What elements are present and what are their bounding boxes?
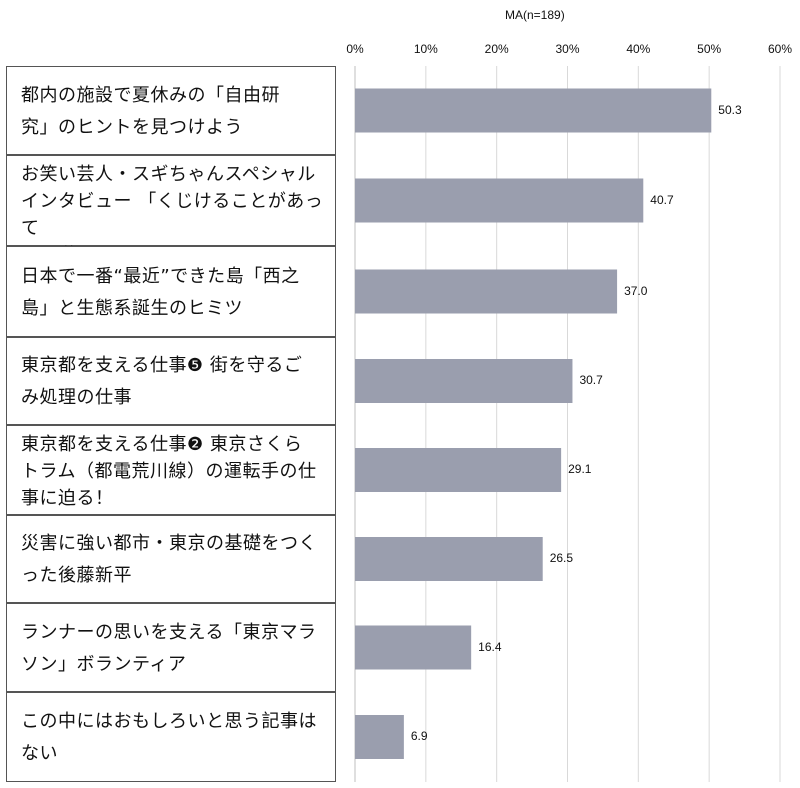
category-label-line: 東京都を支える仕事❺ 街を守るご — [21, 355, 303, 376]
category-label-line: ランナーの思いを支える「東京マラ — [21, 621, 317, 643]
category-label: 東京都を支える仕事❷ 東京さくら トラム（都電荒川線）の運転手の仕 事に迫る！ — [6, 425, 336, 515]
x-tick-label: 20% — [484, 42, 509, 56]
category-label-line: この中にはおもしろいと思う記事は — [21, 711, 317, 732]
category-label-line: 日本で一番“最近”できた島「西之 — [21, 265, 300, 287]
category-label-line: お笑い芸人・スギちゃんスペシャル — [21, 164, 316, 185]
x-tick-label: 50% — [697, 42, 722, 56]
category-label: 東京都を支える仕事❺ 街を守るご み処理の仕事 — [6, 337, 336, 425]
bar-value-label: 29.1 — [568, 462, 592, 476]
category-label-line: ない — [21, 743, 58, 764]
bar — [355, 448, 562, 492]
category-label-line: 事に迫る！ — [21, 487, 114, 509]
bar-value-label: 30.7 — [579, 373, 603, 387]
bar-value-label: 37.0 — [624, 283, 648, 298]
bar — [355, 178, 644, 223]
bar-value-label: 6.9 — [410, 729, 428, 743]
bar-value-label: 26.5 — [549, 551, 574, 565]
category-label: この中にはおもしろいと思う記事は ない — [6, 692, 336, 782]
category-label-line: 東京都を支える仕事❷ 東京さくら — [21, 433, 303, 455]
category-label-line: トラム（都電荒川線）の運転手の仕 — [21, 460, 317, 482]
x-tick-label: 40% — [626, 42, 651, 56]
bar — [355, 269, 618, 314]
bar — [355, 537, 543, 581]
category-label: ランナーの思いを支える「東京マラ ソン」ボランティア — [6, 603, 336, 692]
bar — [355, 625, 472, 670]
bar — [355, 359, 573, 403]
bar — [355, 715, 404, 759]
bar-value-label: 16.4 — [478, 639, 502, 654]
x-tick-label: 30% — [555, 42, 580, 56]
bar — [355, 88, 712, 133]
category-label-line: み処理の仕事 — [21, 387, 132, 408]
category-label-line: ソン」ボランティア — [21, 653, 187, 675]
bar-value-label: 50.3 — [718, 102, 742, 117]
category-label: 都内の施設で夏休みの「自由研 究」のヒントを見つけよう — [6, 66, 336, 155]
x-tick-label: 0% — [346, 42, 364, 56]
category-label: 日本で一番“最近”できた島「西之 島」と生態系誕生のヒミツ — [6, 246, 336, 337]
sample-note: MA(n=189) — [505, 8, 565, 22]
category-label-line: 究」のヒントを見つけよう — [21, 116, 243, 138]
category-label: 災害に強い都市・東京の基礎をつく った後藤新平 — [6, 515, 336, 603]
category-label-line: 島」と生態系誕生のヒミツ — [21, 297, 243, 319]
category-label-line: インタビュー 「くじけることがあって — [21, 191, 324, 239]
x-tick-label: 60% — [767, 42, 793, 56]
category-label-line: 災害に強い都市・東京の基礎をつく — [21, 533, 317, 554]
x-tick-label: 10% — [413, 42, 438, 56]
bar-value-label: 40.7 — [650, 192, 674, 207]
category-label-line: 都内の施設で夏休みの「自由研 — [21, 84, 280, 106]
category-label-line: った後藤新平 — [21, 565, 132, 586]
